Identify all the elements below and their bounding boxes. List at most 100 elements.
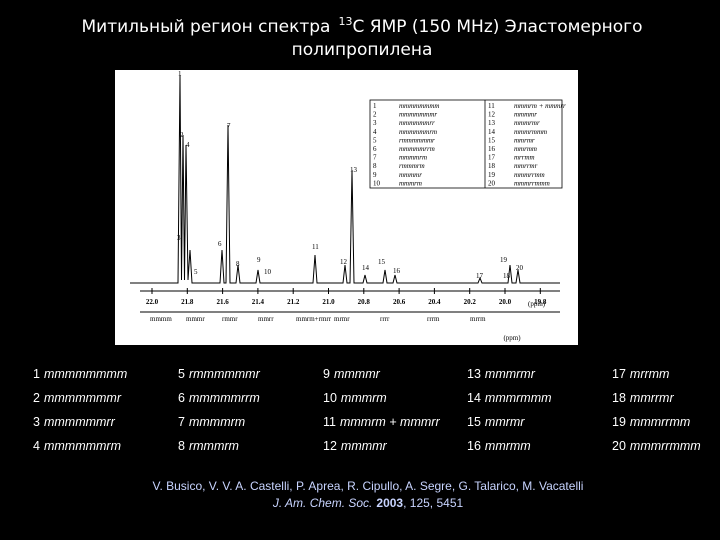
assignment: 1 mmmmmmmm xyxy=(33,367,127,381)
legend-sequence: mmrmm xyxy=(514,145,537,153)
legend-number: 19 xyxy=(488,171,496,179)
peak-label: 20 xyxy=(516,264,524,272)
legend-number: 6 xyxy=(373,145,377,153)
legend-sequence: mmrmr xyxy=(514,136,535,144)
assignment: 2 mmmmmmmr xyxy=(33,391,122,405)
pentad-label: rrrr xyxy=(380,315,390,323)
assignment: 4 mmmmmmrm xyxy=(33,439,121,453)
legend-number: 9 xyxy=(373,171,377,179)
citation-journal: J. Am. Chem. Soc. xyxy=(272,496,373,510)
axis-tick-label: 20.0 xyxy=(499,298,512,306)
title-sup: 13 xyxy=(338,15,352,28)
peak-label: 16 xyxy=(393,267,401,275)
pentad-label: mmmm xyxy=(150,315,172,323)
citation-year: 2003 xyxy=(376,496,403,510)
assignment: 18 mmrrmr xyxy=(612,391,674,405)
assignment-number: 15 xyxy=(467,415,481,429)
assignment-number: 20 xyxy=(612,439,626,453)
legend-sequence: mmmmr xyxy=(399,171,422,179)
assignment-number: 19 xyxy=(612,415,626,429)
citation-ref: J. Am. Chem. Soc. 2003, 125, 5451 xyxy=(272,496,464,510)
assignment-number: 2 xyxy=(33,391,40,405)
legend-number: 15 xyxy=(488,136,496,144)
peak-label: 1 xyxy=(178,70,182,78)
assignment-sequence: mmmrrmm xyxy=(630,415,690,429)
legend-number: 11 xyxy=(488,102,495,110)
title-line2: полипропилена xyxy=(292,40,433,60)
legend-number: 14 xyxy=(488,128,496,136)
assignment: 3 mmmmmmrr xyxy=(33,415,116,429)
legend-number: 8 xyxy=(373,162,377,170)
peak-label: 3 xyxy=(177,234,181,242)
peak-label: 5 xyxy=(194,268,198,276)
assignment-sequence: mmrmr xyxy=(485,415,525,429)
peak-label: 17 xyxy=(476,272,484,280)
assignment-sequence: mmmmr xyxy=(334,367,381,381)
pentad-label: mmrm+rmrr xyxy=(296,315,332,323)
assignment-sequence: mrrmm xyxy=(630,367,670,381)
legend-number: 3 xyxy=(373,119,377,127)
assignment: 16 mmrmm xyxy=(467,439,531,453)
peak-label: 14 xyxy=(362,264,370,272)
peak-label: 11 xyxy=(312,243,319,251)
assignment: 17 mrrmm xyxy=(612,367,669,381)
peak-label: 2 xyxy=(180,131,184,139)
assignment-number: 3 xyxy=(33,415,40,429)
peak-label: 18 xyxy=(503,272,511,280)
assignment-sequence: mmmmmmrm xyxy=(44,439,121,453)
assignment-number: 4 xyxy=(33,439,40,453)
assignment: 7 mmmmrm xyxy=(178,415,245,429)
legend-number: 20 xyxy=(488,179,496,187)
assignment-sequence: mmmmmmmr xyxy=(44,391,122,405)
peak-label: 13 xyxy=(350,166,358,174)
legend-number: 1 xyxy=(373,102,377,110)
assignment-number: 13 xyxy=(467,367,481,381)
peak-label: 8 xyxy=(236,260,240,268)
assignment: 15 mmrmr xyxy=(467,415,525,429)
legend-sequence: mmmmmmrm xyxy=(399,128,437,136)
assignment: 19 mmmrrmm xyxy=(612,415,690,429)
axis-tick-label: 21.4 xyxy=(252,298,265,306)
assignment-sequence: mmmmrm xyxy=(189,415,245,429)
legend-number: 17 xyxy=(488,154,496,162)
legend-sequence: mmmmrm xyxy=(399,154,427,162)
assignment-number: 6 xyxy=(178,391,185,405)
assignment-number: 9 xyxy=(323,367,330,381)
legend-sequence: rmmmmmmr xyxy=(399,136,435,144)
axis-tick-label: 21.0 xyxy=(322,298,335,306)
unit-below: (ppm) xyxy=(503,334,521,342)
axis-tick-label: 20.8 xyxy=(358,298,371,306)
assignment-sequence: mmmmmmrr xyxy=(44,415,116,429)
assignment-sequence: mmmrm xyxy=(341,391,387,405)
citation-authors: V. Busico, V. V. A. Castelli, P. Aprea, … xyxy=(153,479,584,493)
title-line1: Митильный регион спектра 13C ЯМР (150 MHz… xyxy=(81,15,642,37)
legend-sequence: mmmrrmm xyxy=(514,171,545,179)
legend-number: 7 xyxy=(373,154,377,162)
axis-tick-label: 19.8 xyxy=(534,298,547,306)
assignment-number: 1 xyxy=(33,367,40,381)
pentad-label: rrrm xyxy=(427,315,440,323)
assignment-sequence: mmmmmrrm xyxy=(189,391,260,405)
pentad-label: mrmr xyxy=(334,315,350,323)
axis-tick-label: 21.8 xyxy=(181,298,194,306)
peak-label: 6 xyxy=(218,240,222,248)
assignment-number: 16 xyxy=(467,439,481,453)
legend-sequence: mmmmr xyxy=(514,111,537,119)
assignment-number: 12 xyxy=(323,439,337,453)
pentad-label: mrrm xyxy=(470,315,486,323)
axis-tick-label: 20.2 xyxy=(464,298,477,306)
legend-sequence: mmmmmmmr xyxy=(399,111,437,119)
axis-tick-label: 21.6 xyxy=(216,298,229,306)
title-text: C ЯМР (150 MHz) Эластомерного xyxy=(352,17,642,37)
assignment-sequence: mmmmr xyxy=(341,439,388,453)
assignment: 14 mmmrmmm xyxy=(467,391,552,405)
peak-label: 4 xyxy=(186,141,190,149)
assignment-sequence: mmmrmr xyxy=(485,367,536,381)
axis-tick-label: 22.0 xyxy=(146,298,159,306)
assignment: 6 mmmmmrrm xyxy=(178,391,260,405)
assignment-number: 7 xyxy=(178,415,185,429)
peak-label: 10 xyxy=(264,268,272,276)
assignment-number: 17 xyxy=(612,367,626,381)
spectrum-trace xyxy=(130,74,560,284)
axis-unit: (ppm) xyxy=(528,300,546,308)
